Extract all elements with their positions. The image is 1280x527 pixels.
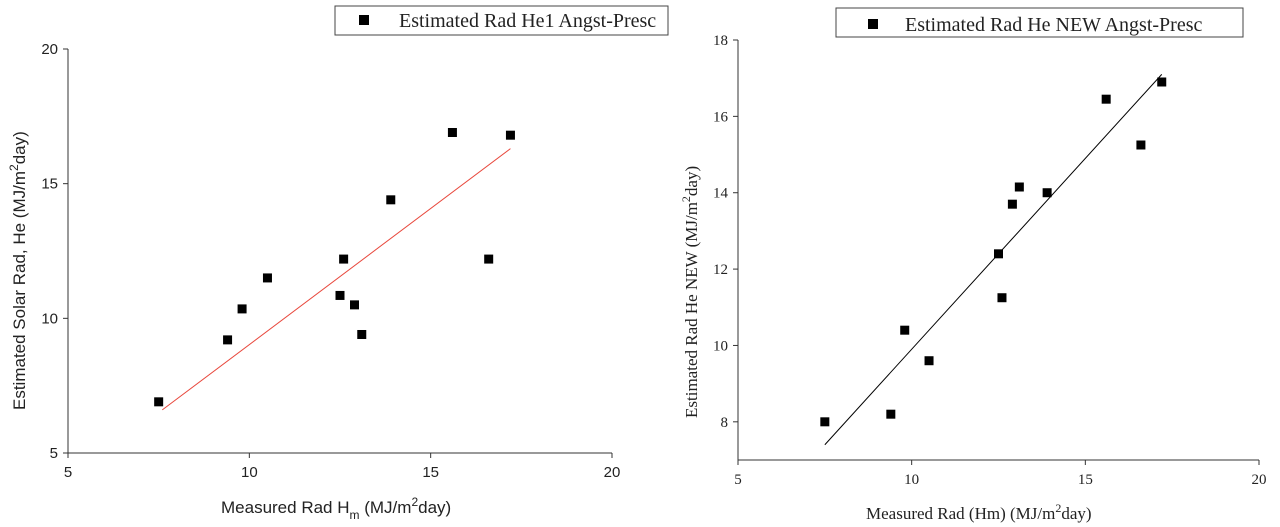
right-x-label-sup: 2 [1055,501,1061,515]
right-data-point [886,409,896,419]
right-y-tick-label: 8 [721,415,729,431]
left-x-tick-label: 5 [64,464,72,481]
right-y-label-sup: 2 [679,196,693,202]
left-x-tick-label: 15 [422,464,439,481]
left-y-tick-label: 5 [50,445,58,462]
right-y-tick-label: 14 [713,186,729,202]
right-x-label-end: day) [1061,504,1091,523]
left-data-point [447,127,457,137]
right-data-point [994,249,1003,259]
right-data-point [820,417,830,427]
right-data-point [1136,140,1146,150]
left-x-ticks: 5 10 15 20 [64,453,621,481]
left-data-point [237,304,247,314]
right-data-point [1042,188,1052,198]
left-data-point [505,130,515,140]
right-y-label-end: day) [682,166,701,196]
left-data-point [262,273,272,283]
left-legend-label: Estimated Rad He1 Angst-Presc [399,10,656,32]
left-data-point [154,397,164,407]
right-fit-line [824,74,1163,446]
right-y-tick-label: 16 [713,109,729,125]
left-y-tick-label: 20 [41,41,58,58]
right-legend-box [835,7,1244,38]
right-x-ticks: 5 10 15 20 [734,460,1267,488]
right-y-tick-label: 12 [713,262,728,278]
left-x-tick-label: 10 [241,464,258,481]
left-x-label-main: Measured Rad H [221,498,350,517]
left-x-label-sub: m [350,508,360,522]
left-x-label-end: day) [418,498,451,517]
left-legend-box [334,5,669,36]
right-x-tick-label: 20 [1252,472,1267,488]
left-legend-marker [359,15,369,25]
left-points [154,127,515,407]
left-y-tick-label: 10 [41,310,58,327]
right-y-label-main: Estimated Rad He NEW (MJ/m [682,202,701,418]
right-data-point [1101,94,1111,104]
right-data-point [1014,182,1024,192]
left-data-point [223,335,233,345]
left-data-point [339,254,349,264]
left-y-ticks: 5 10 15 20 [41,41,68,462]
right-x-tick-label: 5 [734,472,742,488]
right-legend-marker [868,19,878,29]
right-data-point [997,293,1007,303]
left-y-label-sup: 2 [7,164,21,171]
chart-left: Estimated Rad He1 Angst-Presc 5 10 15 20 5 1… [7,5,669,522]
left-x-label-mid: (MJ/m [360,498,412,517]
right-y-tick-label: 10 [713,338,728,354]
left-data-point [484,254,494,264]
right-data-point [1157,77,1167,87]
right-y-ticks: 8 10 12 14 16 18 [713,33,738,431]
left-fit-line [161,148,511,411]
left-y-label-end: day) [10,131,29,164]
chart-right: Estimated Rad He NEW Angst-Presc 5 10 15 20… [679,7,1267,523]
left-data-point [350,300,360,310]
right-y-tick-label: 18 [713,33,728,49]
right-data-point [900,325,910,335]
left-x-axis-label: Measured Rad Hm (MJ/m2day) [221,495,451,522]
left-axes [67,49,612,454]
right-legend: Estimated Rad He NEW Angst-Presc [835,7,1244,38]
right-x-label-main: Measured Rad (Hm) (MJ/m [866,504,1055,523]
left-legend: Estimated Rad He1 Angst-Presc [334,5,669,36]
left-y-axis-label: Estimated Solar Rad, He (MJ/m2day) [7,131,29,410]
left-data-point [357,329,367,339]
right-data-point [1007,199,1017,209]
left-x-label-sup: 2 [411,495,418,509]
right-legend-label: Estimated Rad He NEW Angst-Presc [905,14,1202,36]
right-axes [737,40,1259,461]
left-data-point [335,290,345,300]
right-x-axis-label: Measured Rad (Hm) (MJ/m2day) [866,501,1092,523]
left-data-point [386,195,396,205]
left-x-tick-label: 20 [604,464,621,481]
right-x-tick-label: 15 [1078,472,1093,488]
right-data-point [924,356,934,366]
right-y-axis-label: Estimated Rad He NEW (MJ/m2day) [679,166,701,418]
right-points [820,77,1167,427]
left-y-tick-label: 15 [41,176,58,193]
left-y-label-main: Estimated Solar Rad, He (MJ/m [10,171,29,410]
right-x-tick-label: 10 [904,472,919,488]
